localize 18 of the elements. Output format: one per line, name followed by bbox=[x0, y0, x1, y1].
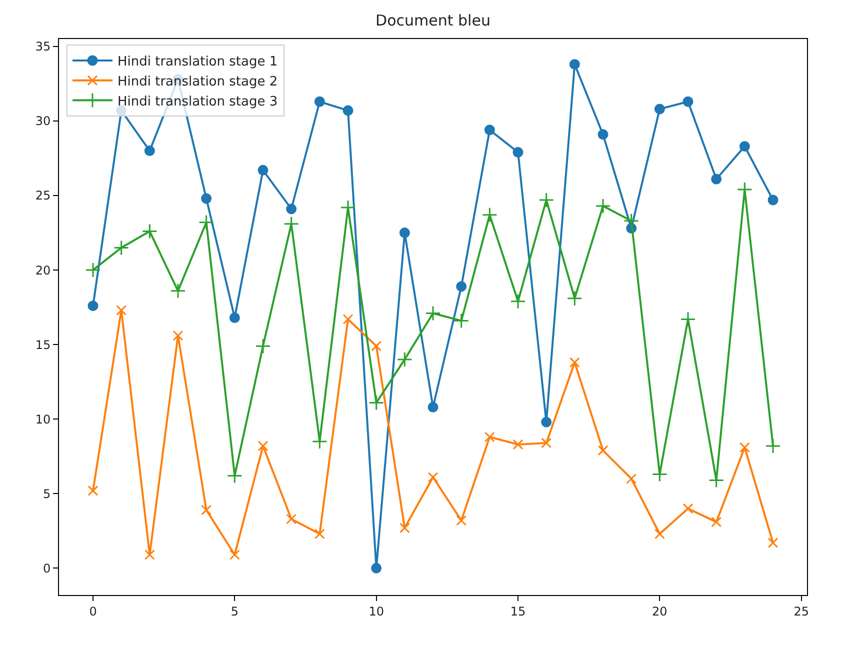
chart-title: Document bleu bbox=[376, 11, 490, 30]
y-tick-label: 0 bbox=[42, 561, 51, 576]
y-tick-label: 10 bbox=[35, 412, 51, 426]
y-tick-label: 25 bbox=[35, 188, 51, 203]
y-tick-label: 30 bbox=[35, 114, 51, 128]
y-tick-label: 20 bbox=[35, 263, 51, 278]
x-tick-label: 5 bbox=[230, 604, 238, 618]
legend-label: Hindi translation stage 1 bbox=[117, 54, 278, 70]
x-tick-label: 0 bbox=[89, 604, 97, 618]
legend-label: Hindi translation stage 2 bbox=[117, 74, 278, 90]
x-tick-label: 20 bbox=[652, 604, 668, 618]
x-tick-label: 15 bbox=[510, 604, 526, 618]
x-tick-label: 10 bbox=[368, 604, 384, 618]
y-tick-label: 5 bbox=[42, 486, 51, 501]
legend-label: Hindi translation stage 3 bbox=[117, 94, 278, 110]
y-tick-label: 15 bbox=[35, 338, 51, 352]
x-tick-label: 25 bbox=[794, 604, 809, 618]
y-tick-label: 35 bbox=[35, 40, 51, 54]
